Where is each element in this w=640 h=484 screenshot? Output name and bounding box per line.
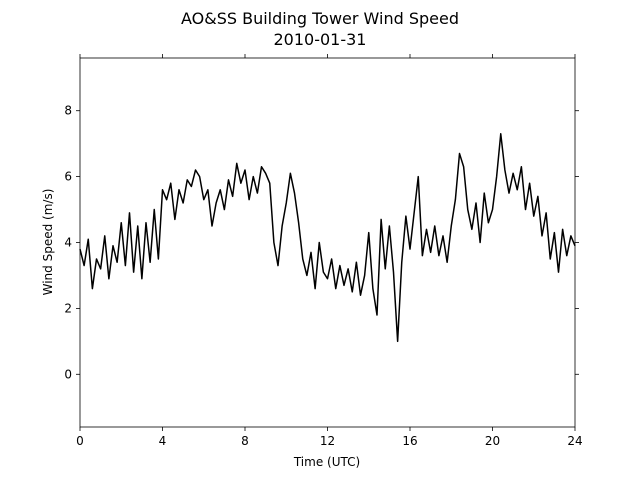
y-tick-label: 6	[64, 170, 72, 184]
x-tick-label: 12	[320, 434, 335, 448]
x-axis-label: Time (UTC)	[293, 455, 360, 469]
y-tick-label: 4	[64, 236, 72, 250]
x-tick-label: 4	[159, 434, 167, 448]
chart-title: AO&SS Building Tower Wind Speed	[181, 9, 459, 28]
y-tick-label: 8	[64, 104, 72, 118]
y-axis-label: Wind Speed (m/s)	[41, 189, 55, 296]
chart-subtitle: 2010-01-31	[274, 30, 367, 49]
data-line	[79, 133, 576, 343]
y-tick-label: 0	[64, 367, 72, 381]
y-tick-label: 2	[64, 301, 72, 315]
x-tick-label: 16	[402, 434, 417, 448]
x-tick-label: 20	[485, 434, 500, 448]
x-tick-label: 8	[241, 434, 249, 448]
plot-frame	[79, 57, 576, 428]
x-tick-label: 0	[76, 434, 84, 448]
x-tick-label: 24	[567, 434, 582, 448]
